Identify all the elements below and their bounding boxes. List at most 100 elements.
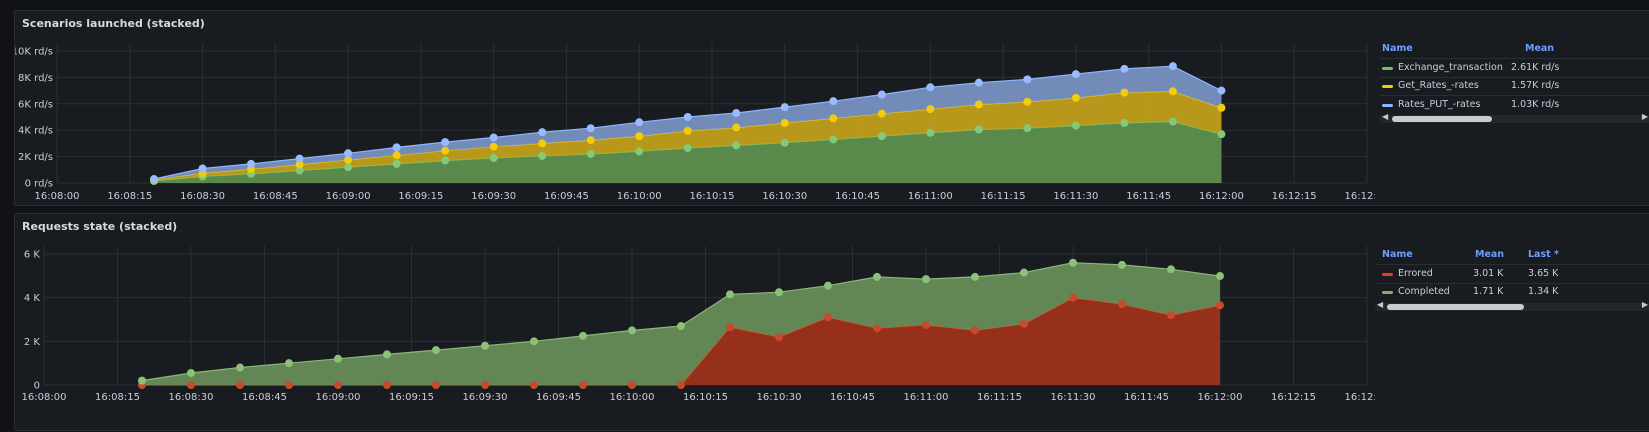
x-tick-label: 16:12:15 (1272, 191, 1317, 202)
point-rates-put (1217, 86, 1226, 95)
requests-chart[interactable]: 02 K4 K6 K16:08:00 16:08:15 16:08:30 16:08:… (15, 214, 1375, 432)
point-get-rates (1023, 97, 1032, 106)
point-exchange-transaction (392, 159, 401, 168)
point-errored (334, 381, 342, 389)
point-rates-put (295, 154, 304, 163)
point-errored (1118, 300, 1126, 309)
scroll-right-icon[interactable]: ▶ (1641, 112, 1648, 121)
panel-title[interactable]: Requests state (stacked) (22, 220, 178, 233)
legend-header-name[interactable]: Name (1382, 43, 1413, 54)
x-tick-label: 16:08:00 (22, 392, 67, 403)
y-tick-label: 6 K (24, 250, 41, 261)
scrollbar-thumb[interactable] (1392, 116, 1492, 122)
x-tick-label: 16:10:45 (830, 392, 875, 403)
legend-item-completed[interactable]: Completed 1.71 K 1.34 K (1375, 284, 1649, 300)
legend-header-mean[interactable]: Mean (1475, 249, 1505, 260)
legend-item-name: Completed (1398, 286, 1450, 297)
x-axis: 16:08:00 16:08:15 16:08:30 16:08:45 16:09:00… (35, 191, 1375, 202)
x-tick-label: 16:10:30 (762, 191, 807, 202)
point-rates-put (247, 159, 256, 168)
x-tick-label: 16:10:30 (757, 392, 802, 403)
legend-item-mean: 1.03K rd/s (1511, 99, 1560, 110)
point-rates-put (1120, 64, 1129, 73)
x-tick-label: 16:09:45 (544, 191, 589, 202)
x-tick-label: 16:09:30 (463, 392, 508, 403)
scenarios-chart[interactable]: 0 rd/s 2K rd/s 4K rd/s 6K rd/s 8K rd/s 10K rd… (15, 11, 1375, 207)
x-tick-label: 16:08:30 (180, 191, 225, 202)
point-exchange-transaction (877, 132, 886, 141)
scrollbar-thumb[interactable] (1387, 304, 1524, 310)
point-errored (432, 381, 440, 389)
legend-header-last[interactable]: Last * (1528, 249, 1559, 260)
panel-title[interactable]: Scenarios launched (stacked) (22, 17, 205, 30)
point-get-rates (877, 109, 886, 118)
legend-item-get-rates[interactable]: Get_Rates_-rates 1.57K rd/s (1380, 78, 1649, 94)
point-exchange-transaction (538, 151, 547, 160)
legend-item-exchange-transaction[interactable]: Exchange_transaction 2.61K rd/s (1380, 60, 1649, 76)
x-tick-label: 16:09:45 (536, 392, 581, 403)
legend-divider (1380, 77, 1649, 78)
point-rates-put (732, 109, 741, 118)
point-completed (236, 363, 244, 372)
legend-header-name[interactable]: Name (1382, 249, 1413, 260)
legend-item-mean: 3.01 K (1473, 268, 1504, 279)
legend-divider (1375, 264, 1649, 265)
point-completed (138, 376, 146, 385)
point-completed (824, 281, 832, 290)
x-tick-label: 16:09:30 (471, 191, 516, 202)
point-errored (775, 332, 783, 341)
x-tick-label: 16:12:30 (1345, 191, 1375, 202)
point-get-rates (538, 139, 547, 148)
point-completed (187, 368, 195, 377)
legend-horizontal-scrollbar[interactable]: ◀ ▶ (1375, 300, 1649, 311)
point-get-rates (295, 160, 304, 169)
y-tick-label: 6K rd/s (18, 99, 53, 110)
legend-horizontal-scrollbar[interactable]: ◀ ▶ (1380, 112, 1649, 123)
legend-item-mean: 1.71 K (1473, 286, 1504, 297)
y-tick-label: 2K rd/s (18, 152, 53, 163)
legend-item-last: 3.65 K (1528, 268, 1559, 279)
point-rates-put (1071, 70, 1080, 79)
point-exchange-transaction (683, 144, 692, 153)
point-get-rates (829, 114, 838, 123)
point-get-rates (1217, 103, 1226, 112)
legend-item-errored[interactable]: Errored 3.01 K 3.65 K (1375, 266, 1649, 282)
panel-scenarios-launched: Scenarios launched (stacked) 0 rd/s 2K rd… (14, 10, 1649, 206)
x-tick-label: 16:09:15 (398, 191, 443, 202)
x-axis: 16:08:00 16:08:15 16:08:30 16:08:45 16:09:00… (22, 392, 1375, 403)
legend-item-name: Get_Rates_-rates (1398, 80, 1479, 91)
point-exchange-transaction (1120, 118, 1129, 127)
area-rates-put (154, 66, 1222, 180)
scroll-left-icon[interactable]: ◀ (1382, 112, 1389, 121)
point-completed (334, 354, 342, 363)
y-axis: 0 rd/s 2K rd/s 4K rd/s 6K rd/s 8K rd/s 10K rd… (15, 47, 53, 190)
x-tick-label: 16:12:30 (1345, 392, 1375, 403)
point-exchange-transaction (829, 135, 838, 144)
point-exchange-transaction (295, 166, 304, 175)
legend-header-mean[interactable]: Mean (1525, 43, 1555, 54)
y-tick-label: 0 (34, 381, 40, 392)
point-completed (726, 290, 734, 299)
scroll-right-icon[interactable]: ▶ (1641, 300, 1648, 309)
point-errored (677, 381, 685, 389)
point-completed (628, 326, 636, 335)
x-tick-label: 16:08:00 (35, 191, 80, 202)
point-rates-put (392, 143, 401, 152)
legend-item-mean: 1.57K rd/s (1511, 80, 1560, 91)
point-exchange-transaction (344, 163, 353, 172)
point-errored (530, 381, 538, 389)
legend-item-rates-put[interactable]: Rates_PUT_-rates 1.03K rd/s (1380, 97, 1649, 113)
x-tick-label: 16:11:30 (1053, 191, 1098, 202)
point-errored (1216, 301, 1224, 310)
point-completed (285, 359, 293, 368)
point-rates-put (974, 78, 983, 87)
scroll-left-icon[interactable]: ◀ (1377, 300, 1384, 309)
point-errored (383, 381, 391, 389)
point-rates-put (635, 118, 644, 127)
point-rates-put (829, 97, 838, 106)
series-color-swatch (1382, 104, 1393, 107)
area-errored (142, 297, 1220, 385)
x-tick-label: 16:10:00 (617, 191, 662, 202)
point-completed (383, 350, 391, 359)
point-exchange-transaction (586, 149, 595, 158)
